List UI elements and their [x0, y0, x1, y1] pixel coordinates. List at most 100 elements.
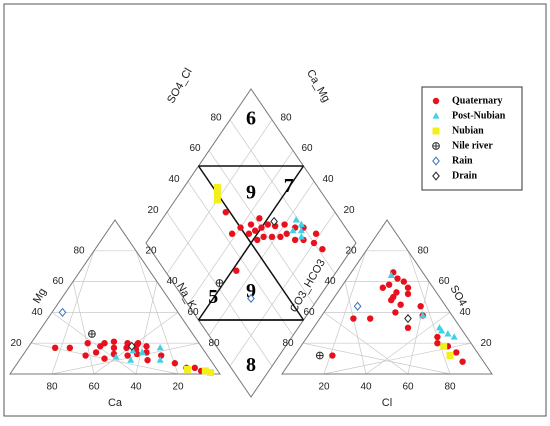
cation-point-nubian	[201, 367, 209, 375]
cation-tick-label: 60	[187, 307, 199, 318]
diamond-point-drain	[270, 216, 278, 227]
diamond-zone-label: 8	[246, 354, 256, 376]
legend-marker-nubian	[432, 127, 440, 135]
cation-point-quaternary	[158, 352, 165, 359]
diamond-point-quaternary	[310, 239, 318, 247]
diamond-tick-label: 40	[168, 174, 180, 185]
cation-triangle-gridline	[135, 281, 158, 375]
legend-label-post-nubian: Post-Nubian	[452, 110, 506, 121]
cation-point-quaternary	[101, 355, 108, 362]
anion-point-drain	[404, 313, 412, 324]
anion-point-quaternary	[329, 352, 336, 359]
cation-triangle-gridline	[51, 312, 137, 375]
cation-tick-label: 40	[130, 382, 142, 393]
cation-point-quaternary	[191, 364, 198, 372]
cation-triangle-frame	[9, 219, 221, 375]
legend-label-quaternary: Quaternary	[452, 95, 503, 106]
cation-point-rain	[58, 307, 67, 317]
anion-triangle-gridline	[344, 281, 367, 375]
diamond-point-quaternary	[264, 221, 271, 228]
diamond-tick-label: 20	[147, 205, 159, 216]
cation-point-quaternary	[66, 344, 74, 352]
anion-point-nubian	[446, 352, 454, 360]
anion-point-quaternary	[388, 296, 395, 304]
anion-point-quaternary	[379, 284, 386, 291]
cation-point-quaternary	[171, 360, 179, 367]
anion-tick-label: 80	[282, 338, 294, 349]
cation-point-quaternary	[101, 340, 108, 347]
diamond-tick-label: 60	[301, 143, 313, 154]
cation-tick-label: 80	[46, 382, 58, 393]
anion-point-post-nubian	[419, 311, 427, 319]
cation-triangle-gridline	[72, 281, 95, 375]
cation-point-quaternary	[84, 340, 91, 347]
diamond-zone-label: 9	[246, 181, 256, 203]
diamond-zone-label: 9	[246, 280, 256, 302]
cation-point-quaternary	[51, 344, 59, 352]
anion-tick-label: 60	[438, 276, 450, 287]
cation-point-quaternary	[144, 356, 151, 364]
anion-point-quaternary	[404, 284, 412, 291]
anion-point-quaternary	[453, 349, 460, 356]
cation-point-nile-river	[88, 330, 96, 338]
legend-marker-quaternary	[432, 97, 440, 105]
anion-triangle-gridline	[302, 342, 451, 375]
anion-point-post-nubian	[444, 330, 452, 337]
diamond-frame	[145, 88, 357, 398]
cation-tick-label: 80	[73, 245, 85, 256]
diamond-tick-label: 60	[189, 143, 201, 154]
diamond-point-nubian	[213, 184, 221, 192]
legend-marker-drain	[432, 171, 440, 181]
cation-point-quaternary	[110, 344, 118, 352]
legend-box	[421, 86, 523, 191]
anion-triangle-frame	[281, 219, 493, 375]
anion-point-quaternary	[404, 290, 412, 298]
legend-label-rain: Rain	[452, 155, 473, 166]
diamond-point-post-nubian	[289, 226, 297, 234]
anion-point-quaternary	[385, 281, 393, 288]
cation-triangle-gridline	[135, 250, 179, 375]
cation-tick-label: 80	[208, 338, 220, 349]
cation-point-quaternary	[110, 338, 118, 345]
anion-point-quaternary	[392, 309, 399, 316]
diamond-point-post-nubian	[297, 220, 305, 228]
diamond-zone-label: 7	[284, 175, 294, 197]
diamond-point-rain	[247, 293, 255, 304]
diamond-point-quaternary	[256, 215, 263, 222]
anion-tick-label: 60	[402, 382, 414, 393]
legend-marker-post-nubian	[432, 112, 440, 119]
diamond-point-nile-river	[215, 279, 224, 287]
diamond-point-quaternary	[237, 224, 244, 231]
anion-point-post-nubian	[387, 271, 395, 279]
anion-tick-label: 20	[318, 382, 330, 393]
anion-point-quaternary	[404, 324, 412, 331]
diamond-tick-label: 20	[343, 205, 355, 216]
cation-point-nubian	[207, 368, 215, 376]
anion-point-nubian	[440, 342, 448, 350]
cation-point-quaternary	[143, 343, 150, 350]
anion-point-quaternary	[367, 315, 374, 322]
diamond-point-quaternary	[233, 267, 240, 274]
figure-border	[3, 3, 547, 417]
cation-point-post-nubian	[156, 356, 164, 363]
anion-tick-label: 20	[345, 245, 357, 256]
diamond-point-quaternary	[291, 236, 299, 244]
cation-tick-label: 60	[88, 382, 100, 393]
anion-tick-label: 40	[360, 382, 372, 393]
point-layer	[51, 184, 466, 376]
anion-tick-label: 40	[324, 276, 336, 287]
anion-triangle-gridline	[407, 250, 451, 375]
diamond-point-quaternary	[247, 221, 255, 228]
anion-axis-label-cl: Cl	[382, 397, 392, 409]
anion-triangle-gridline	[365, 312, 451, 375]
diamond-zone-label: 5	[208, 286, 218, 308]
diamond-point-quaternary	[319, 245, 326, 253]
anion-point-post-nubian	[438, 327, 446, 334]
anion-triangle-gridline	[323, 312, 409, 375]
diamond-point-quaternary	[222, 209, 229, 216]
anion-point-quaternary	[393, 289, 400, 296]
diamond-point-post-nubian	[292, 216, 300, 223]
frame-layer	[9, 88, 493, 398]
